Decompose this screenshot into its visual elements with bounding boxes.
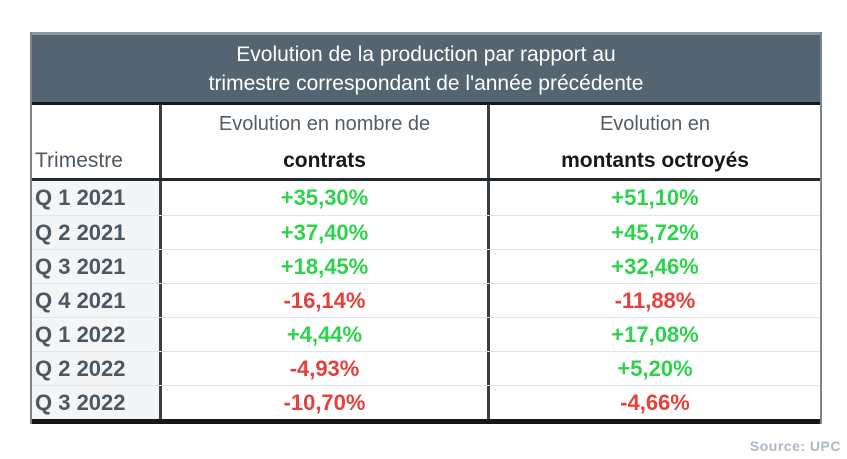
contrats-value: +18,45%	[159, 250, 487, 283]
quarter-label: Q 2 2021	[32, 216, 159, 249]
montants-value: +32,46%	[487, 250, 820, 283]
montants-value: -4,66%	[487, 386, 820, 419]
montants-value: +5,20%	[487, 352, 820, 385]
table-row: Q 3 2021 +18,45% +32,46%	[32, 249, 820, 283]
column-header-contrats-line2: contrats	[283, 149, 366, 172]
contrats-value: -10,70%	[159, 386, 487, 419]
table-bottom-border	[32, 419, 820, 424]
column-header-montants-line1: Evolution en	[599, 113, 711, 135]
production-table: Evolution de la production par rapport a…	[30, 32, 822, 424]
contrats-value: -4,93%	[159, 352, 487, 385]
quarter-label: Q 3 2021	[32, 250, 159, 283]
table-row: Q 2 2022 -4,93% +5,20%	[32, 351, 820, 385]
contrats-value: +4,44%	[159, 318, 487, 351]
source-caption: Source: UPC	[749, 438, 841, 454]
quarter-label: Q 4 2021	[32, 284, 159, 317]
contrats-value: +37,40%	[159, 216, 487, 249]
table-body: Q 1 2021 +35,30% +51,10% Q 2 2021 +37,40…	[32, 181, 820, 419]
montants-value: -11,88%	[487, 284, 820, 317]
table-row: Q 1 2021 +35,30% +51,10%	[32, 181, 820, 215]
table-title-line1: Evolution de la production par rapport a…	[236, 42, 616, 66]
table-row: Q 3 2022 -10,70% -4,66%	[32, 385, 820, 419]
table-row: Q 1 2022 +4,44% +17,08%	[32, 317, 820, 351]
quarter-label: Q 1 2021	[32, 181, 159, 215]
montants-value: +17,08%	[487, 318, 820, 351]
table-row: Q 4 2021 -16,14% -11,88%	[32, 283, 820, 317]
quarter-label: Q 3 2022	[32, 386, 159, 419]
table-row: Q 2 2021 +37,40% +45,72%	[32, 215, 820, 249]
contrats-value: -16,14%	[159, 284, 487, 317]
table-title: Evolution de la production par rapport a…	[32, 32, 820, 105]
quarter-label: Q 2 2022	[32, 352, 159, 385]
column-header-montants: Evolution en montants octroyés	[487, 105, 820, 178]
column-header-contrats: Evolution en nombre de contrats	[159, 105, 487, 178]
column-header-row: Trimestre Evolution en nombre de contrat…	[32, 105, 820, 181]
quarter-label: Q 1 2022	[32, 318, 159, 351]
table-title-line2: trimestre correspondant de l'année précé…	[208, 71, 644, 95]
column-header-trimestre: Trimestre	[35, 149, 123, 172]
column-header-contrats-line1: Evolution en nombre de	[218, 113, 431, 135]
montants-value: +45,72%	[487, 216, 820, 249]
contrats-value: +35,30%	[159, 181, 487, 215]
column-header-montants-line2: montants octroyés	[561, 149, 749, 172]
montants-value: +51,10%	[487, 181, 820, 215]
